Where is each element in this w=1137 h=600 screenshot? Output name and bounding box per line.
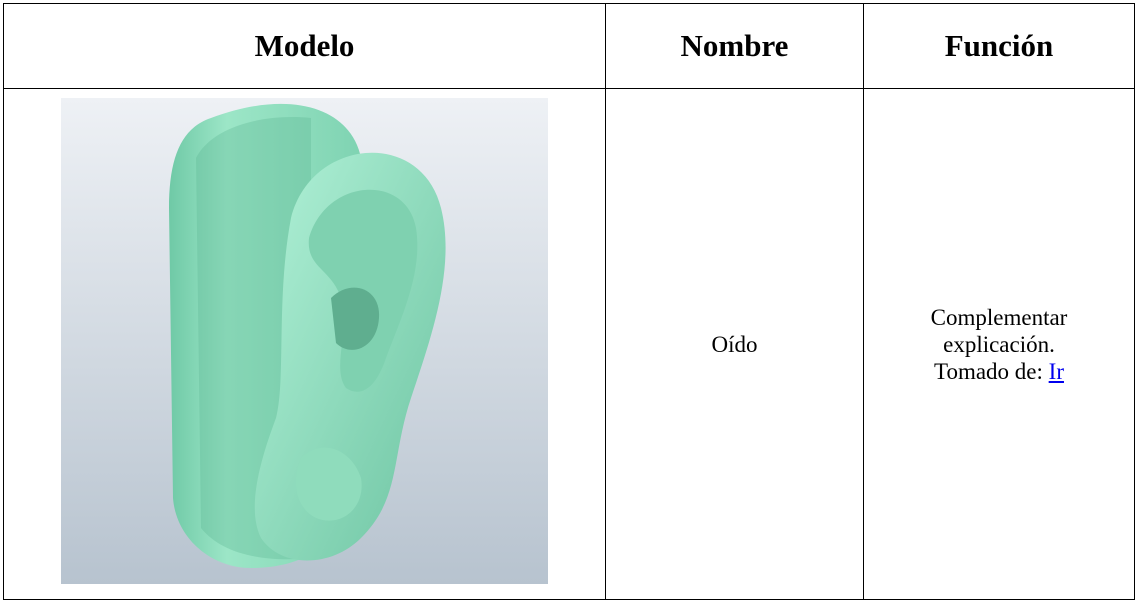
function-text: Tomado de: <box>934 358 1043 384</box>
source-link[interactable]: Ir <box>1048 358 1064 384</box>
header-cell: Función <box>863 3 1135 89</box>
function-cell: Complementar explicación. Tomado de: Ir <box>863 88 1135 600</box>
header-row: Modelo Nombre Función <box>3 3 1135 89</box>
function-line: Tomado de: Ir <box>864 358 1134 385</box>
header-cell: Modelo <box>3 3 606 89</box>
header-cell: Nombre <box>605 3 864 89</box>
name-cell: Oído <box>605 88 864 600</box>
function-line: Complementar <box>930 304 1068 330</box>
table: Modelo Nombre Función <box>3 3 1135 600</box>
function-line: explicación. <box>943 331 1055 357</box>
image-cell <box>3 88 606 600</box>
body-row: Oído Complementar explicación. Tomado de… <box>3 88 1135 600</box>
ear-image <box>61 98 548 584</box>
